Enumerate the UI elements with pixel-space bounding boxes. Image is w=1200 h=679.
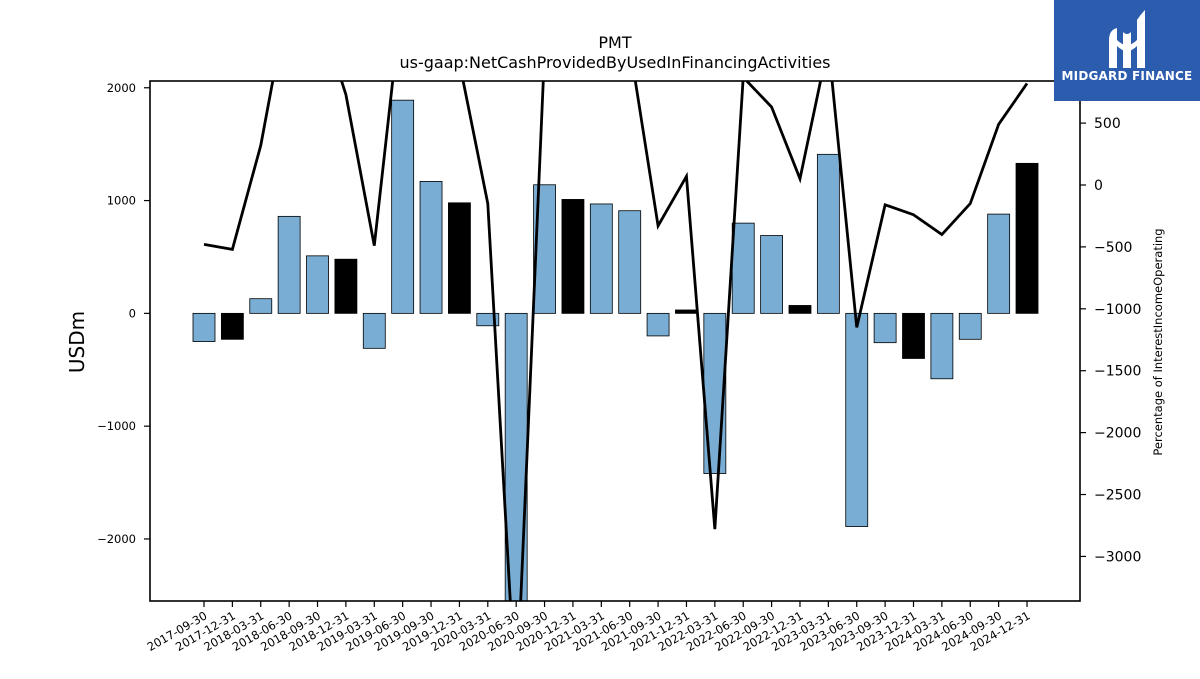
bars-layer	[192, 99, 1039, 601]
y2-tick-label: −1500	[1094, 364, 1141, 380]
chart-subtitle: us-gaap:NetCashProvidedByUsedInFinancing…	[399, 53, 830, 72]
bar-2019-09-30	[419, 180, 443, 314]
y-tick-label: 0	[129, 306, 136, 320]
bar-2020-12-31	[561, 199, 585, 314]
y2-tick-label: 0	[1094, 178, 1103, 194]
bar-2019-03-31	[362, 312, 386, 349]
y2-axis-label: Percentage of InterestIncomeOperating	[1151, 228, 1165, 455]
bar-2020-09-30	[533, 184, 556, 314]
bar-2024-06-30	[958, 312, 982, 340]
line-series	[203, 81, 1029, 601]
bar-2023-09-30	[873, 312, 897, 344]
bar-2018-03-31	[249, 298, 273, 314]
y2-tick-label: −1000	[1094, 302, 1141, 318]
bar-2023-12-31	[902, 312, 925, 359]
bar-2022-06-30	[731, 222, 755, 314]
y2-tick-label: −3000	[1094, 549, 1141, 565]
bar-2024-03-31	[930, 312, 954, 380]
plot-frame	[149, 80, 1081, 602]
bar-2017-12-31	[220, 312, 244, 340]
midgard-finance-logo: MIDGARD FINANCE	[1054, 0, 1200, 101]
y-tick-label: −1000	[97, 419, 136, 433]
logo-text: MIDGARD FINANCE	[1061, 69, 1193, 83]
bar-2018-06-30	[277, 215, 301, 314]
bar-2017-09-30	[192, 312, 216, 342]
bar-2021-03-31	[589, 203, 613, 314]
bar-2021-06-30	[618, 210, 642, 314]
bar-2019-06-30	[391, 99, 415, 314]
bar-2024-12-31	[1015, 162, 1039, 314]
bar-2021-12-31	[675, 309, 698, 314]
bar-2019-12-31	[448, 202, 471, 314]
y-axis-label: USDm	[65, 311, 89, 373]
bar-2018-09-30	[306, 255, 329, 314]
y-tick-label: 1000	[107, 194, 136, 208]
chart-title: PMT	[598, 33, 631, 52]
y2-tick-label: −500	[1094, 240, 1132, 256]
bar-2021-09-30	[646, 312, 670, 337]
bar-2018-12-31	[334, 258, 358, 314]
bar-2022-09-30	[760, 235, 783, 314]
bar-2024-09-30	[987, 213, 1011, 314]
bar-2023-06-30	[845, 312, 869, 527]
logo-mark-icon	[1109, 10, 1145, 68]
bar-2022-12-31	[788, 305, 812, 314]
line-layer	[203, 81, 1029, 601]
y-tick-label: 2000	[107, 81, 136, 95]
y2-tick-label: 500	[1094, 116, 1121, 132]
y2-tick-label: −2000	[1094, 426, 1141, 442]
bar-2023-03-31	[816, 153, 840, 314]
y2-tick-label: −2500	[1094, 488, 1141, 504]
y-tick-label: −2000	[97, 532, 136, 546]
